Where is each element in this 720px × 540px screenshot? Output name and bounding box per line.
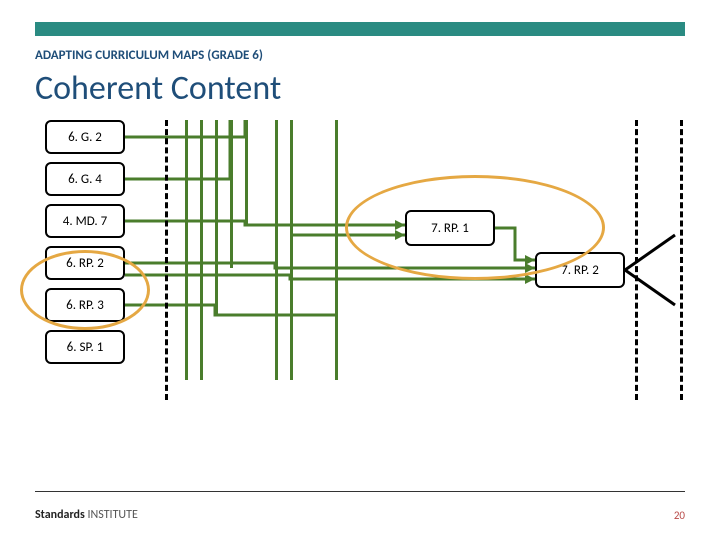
standard-node-4md7: 4. MD. 7 [45,204,125,238]
connector-vertical [200,120,203,380]
standard-node-6sp1: 6. SP. 1 [45,330,125,364]
connector-vertical [290,120,293,380]
connector-vertical [275,120,278,380]
logo-light: INSTITUTE [85,508,138,522]
slide-title: Coherent Content [35,68,281,109]
grade-divider [635,120,638,400]
standards-flow-diagram: 6. G. 26. G. 44. MD. 76. RP. 26. RP. 36.… [35,120,685,400]
grade-divider [680,120,683,400]
standards-institute-logo: Standards INSTITUTE [35,508,138,522]
highlight-ellipse [345,175,605,280]
connector-vertical [245,120,248,225]
slide-subtitle: ADAPTING CURRICULUM MAPS (GRADE 6) [35,48,263,63]
page-number: 20 [674,509,685,522]
logo-bold: Standards [35,508,85,522]
standard-node-6g4: 6. G. 4 [45,162,125,196]
connector-vertical [185,120,188,380]
grade-divider [165,120,168,400]
header-bar [35,22,685,36]
footer-rule [35,491,685,492]
connector-vertical [215,120,218,315]
connector-vertical [230,120,233,268]
connector-vertical [335,120,338,380]
highlight-ellipse [20,250,150,330]
standard-node-6g2: 6. G. 2 [45,120,125,154]
